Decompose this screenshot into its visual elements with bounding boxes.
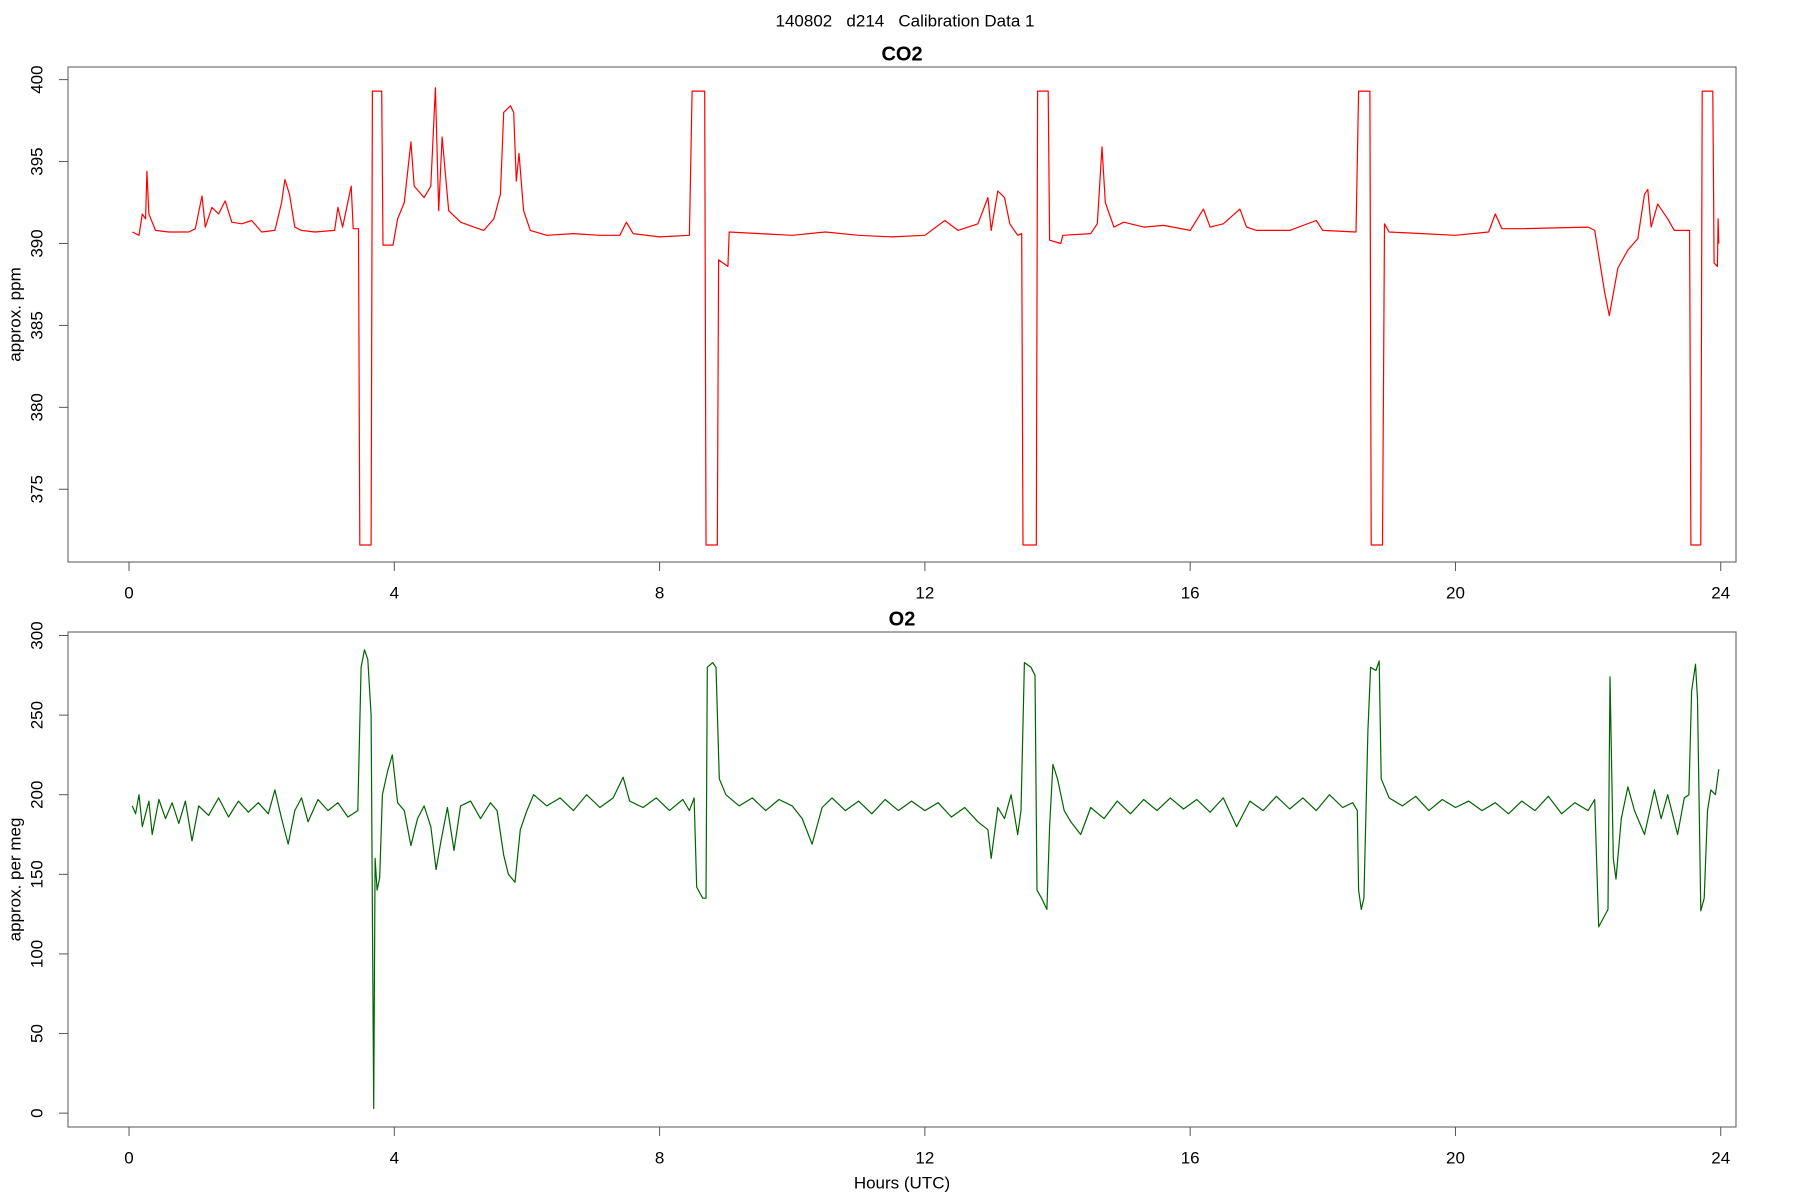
panel-title: CO2: [881, 43, 922, 65]
y-tick-label: 150: [27, 860, 46, 888]
y-tick-label: 395: [27, 147, 46, 175]
x-tick-label: 0: [124, 583, 133, 602]
x-tick-label: 24: [1711, 1148, 1730, 1167]
y-tick-label: 375: [27, 475, 46, 503]
x-axis-label: Hours (UTC): [854, 1173, 950, 1192]
y-tick-label: 200: [27, 781, 46, 809]
page-title: 140802 d214 Calibration Data 1: [776, 11, 1035, 30]
x-tick-label: 24: [1711, 583, 1730, 602]
y-axis-label: approx. ppm: [5, 267, 24, 362]
y-axis-label: approx. per meg: [5, 818, 24, 942]
x-tick-label: 8: [655, 583, 664, 602]
x-tick-label: 0: [124, 1148, 133, 1167]
y-tick-label: 380: [27, 393, 46, 421]
panel-title: O2: [889, 608, 916, 630]
plot-box: [67, 66, 1737, 563]
y-tick-label: 100: [27, 940, 46, 968]
x-tick-label: 12: [915, 583, 934, 602]
y-tick-label: 0: [27, 1108, 46, 1117]
x-tick-label: 8: [655, 1148, 664, 1167]
y-tick-label: 300: [27, 621, 46, 649]
y-tick-label: 390: [27, 229, 46, 257]
y-tick-label: 385: [27, 311, 46, 339]
x-tick-label: 20: [1446, 583, 1465, 602]
x-tick-label: 16: [1181, 583, 1200, 602]
y-tick-label: 400: [27, 65, 46, 93]
x-tick-label: 4: [390, 583, 399, 602]
y-tick-label: 250: [27, 701, 46, 729]
x-tick-label: 16: [1181, 1148, 1200, 1167]
x-tick-label: 12: [915, 1148, 934, 1167]
x-tick-label: 4: [390, 1148, 399, 1167]
data-line: [131, 649, 1720, 1109]
y-tick-label: 50: [27, 1024, 46, 1043]
plot-box: [67, 631, 1737, 1128]
x-tick-label: 20: [1446, 1148, 1465, 1167]
data-line: [132, 87, 1720, 546]
